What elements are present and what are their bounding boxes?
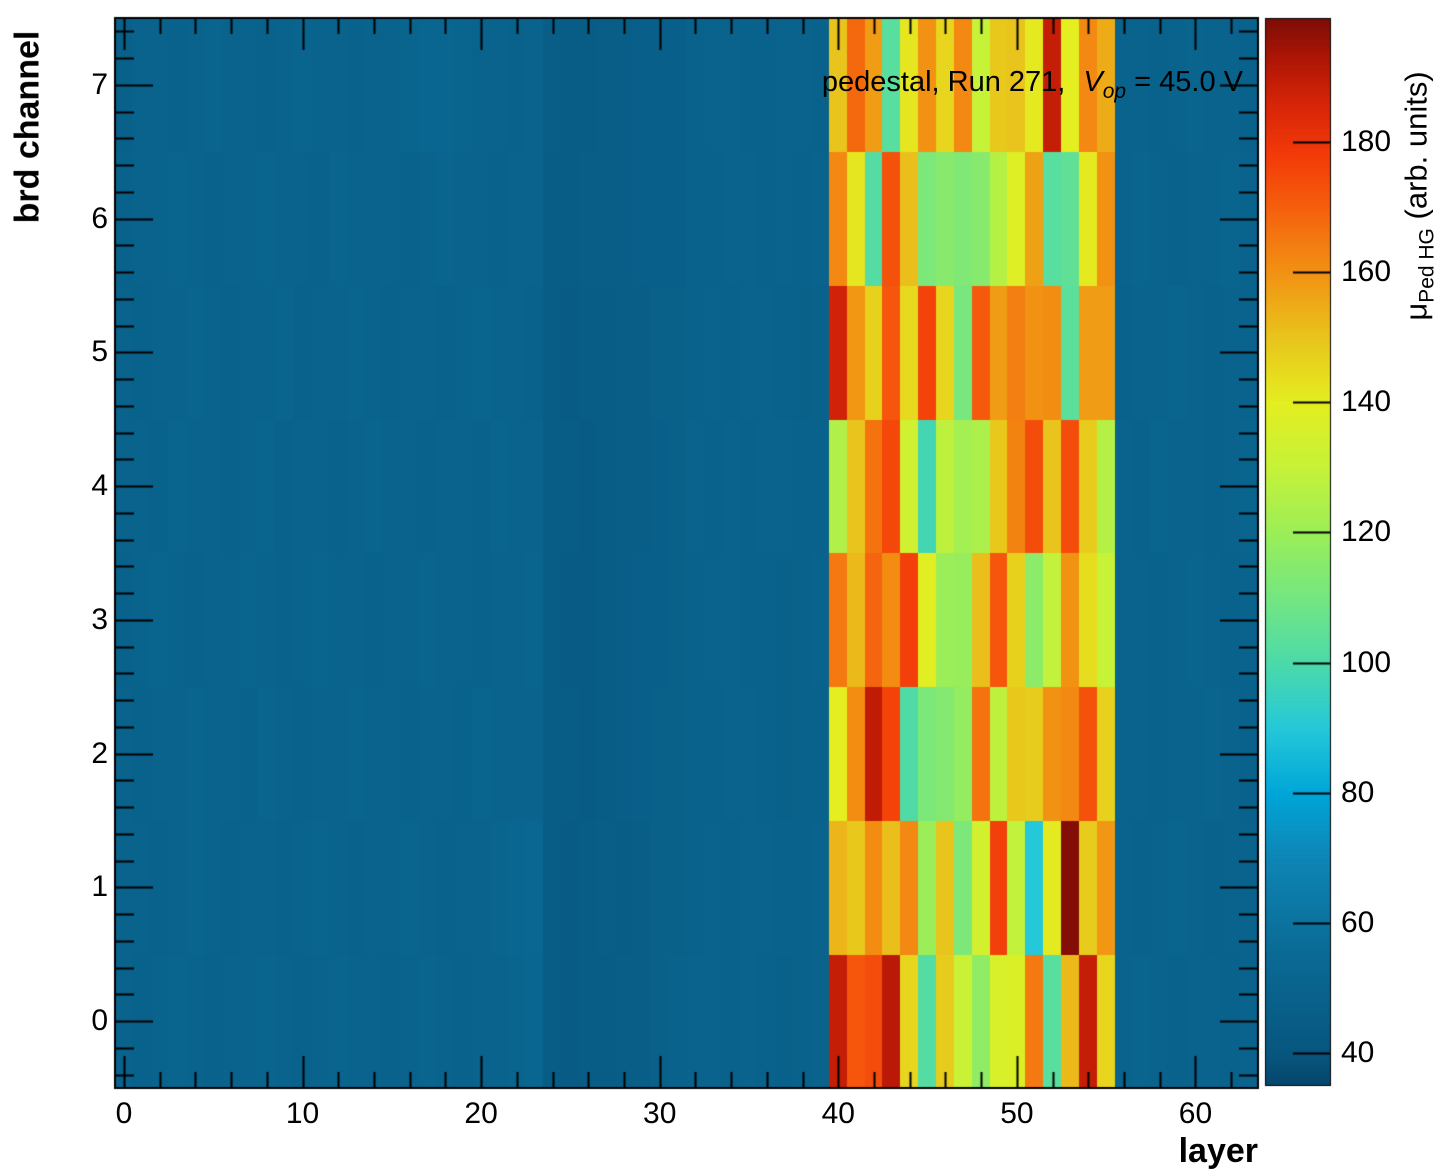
x-tick-label: 40 [821,1097,855,1130]
colorbar-tick-label: 120 [1341,515,1392,549]
annotation-v-subscript: op [1102,80,1127,103]
y-tick-label: 5 [91,335,108,369]
colorbar-tick-label: 60 [1341,906,1375,940]
y-tick-label: 1 [91,870,108,904]
x-axis-title: layer [1178,1132,1258,1170]
colorbar-tick-label: 180 [1341,124,1392,158]
x-tick-label: 60 [1178,1097,1213,1130]
x-tick-label: 10 [285,1097,320,1130]
y-tick-label: 0 [91,1004,108,1038]
colorbar-title-mu: μ [1398,302,1434,321]
y-tick-label: 6 [91,201,108,235]
x-tick-label: 0 [115,1097,133,1130]
y-tick-label: 4 [91,469,108,503]
y-axis-title: brd channel [8,30,47,224]
x-tick-label: 50 [1000,1097,1034,1130]
colorbar-tick-label: 100 [1341,645,1392,679]
y-tick-label: 3 [91,602,108,636]
colorbar-tick-label: 160 [1341,254,1392,288]
plot-annotation: pedestal, Run 271, Vop = 45.0 V [822,66,1243,104]
x-tick-label: 30 [643,1097,677,1130]
annotation-suffix: = 45.0 V [1126,66,1243,98]
annotation-prefix: pedestal, Run 271, [821,66,1074,98]
y-tick-label: 7 [91,67,108,101]
colorbar-title-units: (arb. units) [1398,71,1434,229]
colorbar-tick-label: 80 [1341,775,1375,809]
annotation-v-symbol: V [1083,66,1103,98]
colorbar-tick-label: 140 [1341,385,1392,419]
x-tick-label: 20 [464,1097,498,1130]
colorbar-title-subscript: Ped HG [1415,228,1439,303]
colorbar-tick-label: 40 [1341,1036,1375,1070]
y-tick-label: 2 [91,736,108,770]
colorbar-title: μPed HG (arb. units) [1399,71,1440,320]
